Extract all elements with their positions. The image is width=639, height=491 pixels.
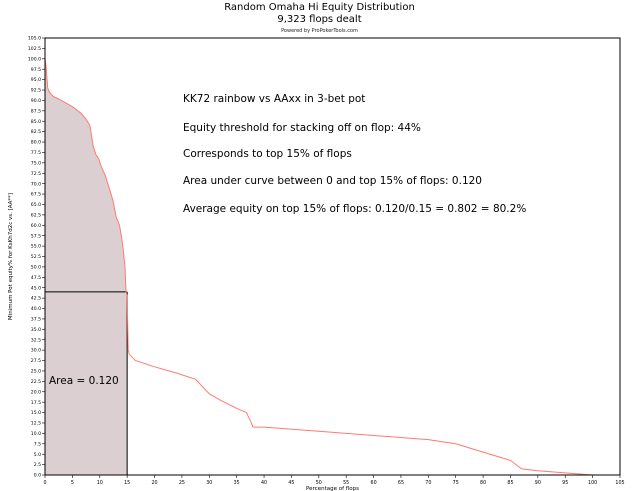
y-tick-label: 62.5 (31, 212, 41, 218)
y-tick-label: 15.0 (31, 410, 41, 416)
x-tick-label: 95 (562, 480, 568, 486)
x-tick-label: 20 (151, 480, 157, 486)
x-tick-label: 80 (480, 480, 486, 486)
annotation-4: Area under curve between 0 and top 15% o… (183, 175, 482, 187)
y-tick-label: 70.0 (31, 181, 41, 187)
y-tick-label: 2.5 (34, 462, 41, 468)
shaded-area (45, 58, 128, 476)
y-tick-label: 35.0 (31, 327, 41, 333)
y-tick-label: 75.0 (31, 160, 41, 166)
x-tick-label: 55 (343, 480, 349, 486)
x-tick-label: 0 (43, 480, 46, 486)
y-tick-label: 17.5 (31, 400, 41, 406)
chart-subtitle: 9,323 flops dealt (277, 14, 362, 25)
y-tick-label: 77.5 (31, 150, 41, 156)
x-tick-label: 40 (261, 480, 267, 486)
x-tick-label: 75 (453, 480, 459, 486)
y-tick-label: 0.0 (34, 473, 41, 479)
chart-credit: Powered by ProPokerTools.com (281, 28, 358, 34)
x-tick-label: 70 (425, 480, 431, 486)
y-tick-label: 55.0 (31, 244, 41, 250)
x-tick-label: 60 (371, 480, 377, 486)
annotation-1: KK72 rainbow vs AAxx in 3-bet pot (183, 93, 365, 105)
y-tick-label: 7.5 (34, 441, 41, 447)
y-tick-label: 27.5 (31, 358, 41, 364)
y-tick-label: 92.5 (31, 88, 41, 94)
x-axis-label: Percentage of flops (306, 486, 359, 491)
y-tick-label: 50.0 (31, 265, 41, 271)
x-tick-label: 45 (288, 480, 294, 486)
y-tick-label: 100.0 (28, 56, 41, 62)
x-tick-label: 85 (507, 480, 513, 486)
y-axis-label: Minimum Pot equity% for KsKh7d2c vs. [AA… (8, 193, 14, 320)
y-tick-label: 32.5 (31, 337, 41, 343)
equity-curve (44, 58, 593, 476)
y-tick-label: 37.5 (31, 317, 41, 323)
y-tick-label: 85.0 (31, 119, 41, 125)
x-tick-label: 105 (615, 480, 624, 486)
x-tick-label: 15 (124, 480, 130, 486)
y-tick-label: 87.5 (31, 108, 41, 114)
y-tick-label: 65.0 (31, 202, 41, 208)
x-tick-label: 35 (234, 480, 240, 486)
annotation-2: Equity threshold for stacking off on flo… (183, 122, 421, 134)
area-label: Area = 0.120 (49, 375, 119, 387)
y-tick-label: 90.0 (31, 98, 41, 104)
annotation-3: Corresponds to top 15% of flops (183, 148, 352, 160)
x-tick-label: 25 (179, 480, 185, 486)
y-tick-label: 10.0 (31, 431, 41, 437)
x-tick-label: 100 (588, 480, 597, 486)
x-tick-label: 90 (535, 480, 541, 486)
y-tick-label: 95.0 (31, 77, 41, 83)
y-tick-label: 52.5 (31, 254, 41, 260)
y-tick-label: 57.5 (31, 233, 41, 239)
y-tick-label: 40.0 (31, 306, 41, 312)
y-tick-label: 67.5 (31, 192, 41, 198)
y-tick-label: 20.0 (31, 389, 41, 395)
chart-title: Random Omaha Hi Equity Distribution (224, 2, 415, 13)
y-tick-label: 12.5 (31, 421, 41, 427)
y-tick-label: 80.0 (31, 140, 41, 146)
y-tick-label: 25.0 (31, 369, 41, 375)
y-tick-label: 97.5 (31, 67, 41, 73)
y-tick-label: 82.5 (31, 129, 41, 135)
y-tick-label: 102.5 (28, 46, 41, 52)
y-tick-label: 60.0 (31, 223, 41, 229)
y-tick-label: 105.0 (28, 36, 41, 42)
x-tick-label: 65 (398, 480, 404, 486)
y-tick-label: 47.5 (31, 275, 41, 281)
y-tick-label: 30.0 (31, 348, 41, 354)
y-tick-label: 22.5 (31, 379, 41, 385)
x-tick-label: 50 (316, 480, 322, 486)
y-tick-label: 42.5 (31, 296, 41, 302)
annotation-5: Average equity on top 15% of flops: 0.12… (183, 203, 526, 215)
y-tick-label: 72.5 (31, 171, 41, 177)
y-tick-label: 5.0 (34, 452, 41, 458)
x-tick-label: 30 (206, 480, 212, 486)
y-tick-label: 45.0 (31, 285, 41, 291)
x-tick-label: 10 (97, 480, 103, 486)
x-tick-label: 5 (71, 480, 74, 486)
